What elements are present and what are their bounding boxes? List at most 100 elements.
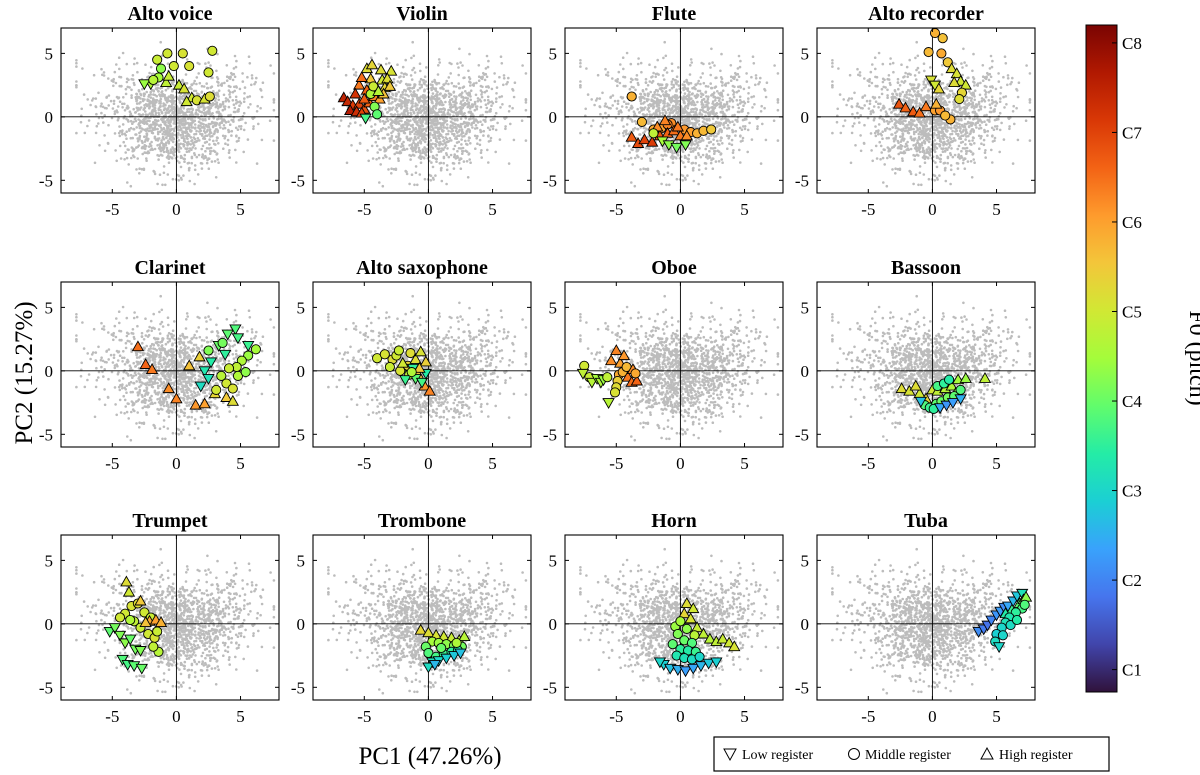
background-point	[111, 107, 115, 110]
background-point	[327, 65, 330, 68]
background-point	[198, 139, 201, 142]
background-point	[236, 128, 240, 131]
y-tick-label: 0	[549, 108, 558, 127]
background-point	[167, 111, 170, 114]
background-point	[414, 171, 418, 175]
background-point	[436, 122, 440, 125]
background-point	[117, 131, 121, 135]
background-point	[197, 106, 200, 109]
background-point	[423, 177, 427, 181]
background-point	[235, 135, 238, 138]
background-point	[725, 102, 729, 106]
background-point	[429, 83, 433, 86]
panel-title: Alto voice	[128, 3, 213, 25]
background-point	[656, 169, 659, 173]
background-point	[707, 141, 711, 144]
background-point	[483, 73, 486, 76]
background-point	[878, 140, 881, 144]
background-point	[191, 113, 194, 116]
background-point	[217, 84, 220, 87]
background-point	[604, 111, 607, 115]
background-point	[419, 152, 422, 155]
background-point	[172, 137, 176, 141]
background-point	[622, 144, 626, 148]
background-point	[191, 120, 195, 124]
background-point	[731, 105, 735, 109]
background-point	[629, 156, 633, 160]
background-point	[499, 106, 502, 109]
background-point	[410, 173, 414, 176]
background-point	[209, 135, 212, 138]
background-point	[508, 104, 512, 108]
background-point	[475, 105, 479, 108]
background-point	[453, 154, 457, 158]
background-point	[143, 140, 147, 143]
background-point	[132, 120, 135, 124]
background-point	[163, 93, 166, 97]
background-point	[443, 95, 446, 98]
background-point	[625, 51, 629, 55]
background-point	[507, 162, 511, 165]
background-point	[597, 161, 601, 165]
background-point	[468, 107, 472, 110]
background-point	[250, 83, 253, 87]
background-point	[760, 104, 763, 108]
background-point	[125, 130, 128, 133]
background-point	[198, 81, 202, 85]
background-point	[434, 139, 438, 143]
background-point	[178, 100, 182, 103]
background-point	[136, 108, 140, 111]
background-point	[139, 106, 143, 109]
background-point	[129, 112, 133, 115]
background-point	[190, 156, 194, 160]
x-tick-label: -5	[105, 200, 119, 219]
background-point	[204, 149, 207, 153]
background-point	[391, 100, 394, 104]
background-point	[692, 86, 696, 90]
background-point	[647, 151, 650, 154]
background-point	[239, 101, 243, 105]
background-point	[181, 94, 185, 98]
background-point	[142, 167, 146, 171]
background-point	[190, 110, 194, 114]
background-point	[627, 144, 631, 148]
background-point	[416, 129, 419, 133]
background-point	[963, 117, 967, 121]
background-point	[179, 142, 182, 146]
background-point	[358, 141, 362, 145]
background-point	[352, 67, 355, 71]
background-point	[720, 158, 723, 161]
background-point	[520, 119, 524, 122]
background-point	[743, 118, 746, 121]
background-point	[346, 131, 350, 135]
background-point	[172, 107, 176, 111]
background-point	[899, 147, 903, 151]
background-point	[712, 143, 715, 146]
background-point	[125, 62, 129, 66]
background-point	[418, 80, 422, 83]
background-point	[447, 95, 451, 98]
background-point	[390, 108, 394, 111]
background-point	[400, 71, 403, 75]
background-point	[153, 102, 156, 105]
background-point	[524, 98, 528, 102]
background-point	[472, 84, 476, 87]
background-point	[160, 118, 163, 121]
background-point	[732, 95, 736, 99]
background-point	[705, 118, 709, 121]
background-point	[428, 133, 432, 136]
background-point	[759, 76, 762, 80]
background-point	[423, 82, 426, 86]
background-point	[745, 72, 748, 75]
background-point	[690, 147, 693, 150]
background-point	[344, 73, 348, 77]
background-point	[776, 98, 780, 102]
background-point	[181, 131, 184, 134]
background-point	[660, 83, 664, 87]
background-point	[458, 158, 461, 162]
background-point	[467, 101, 471, 104]
background-point	[161, 183, 164, 187]
background-point	[423, 140, 427, 144]
background-point	[142, 94, 146, 98]
background-point	[732, 149, 735, 152]
